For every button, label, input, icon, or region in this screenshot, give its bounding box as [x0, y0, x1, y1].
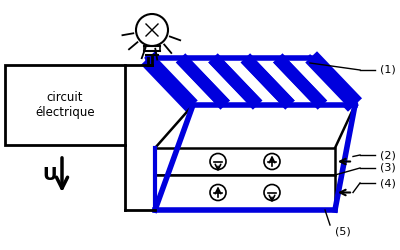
Bar [155, 175, 335, 210]
Text: (2): (2) [380, 150, 396, 160]
Polygon shape [287, 58, 346, 105]
Bar [155, 148, 335, 175]
Polygon shape [157, 58, 216, 105]
Polygon shape [190, 58, 249, 105]
Bar [5, 65, 125, 145]
Text: circuit
électrique: circuit électrique [35, 91, 95, 119]
Text: (5): (5) [335, 227, 351, 237]
Text: (1): (1) [380, 65, 396, 75]
Text: U: U [43, 166, 57, 184]
Text: (4): (4) [380, 178, 396, 188]
Polygon shape [148, 58, 355, 105]
Polygon shape [222, 58, 281, 105]
Text: (3): (3) [380, 163, 396, 173]
Polygon shape [254, 58, 314, 105]
